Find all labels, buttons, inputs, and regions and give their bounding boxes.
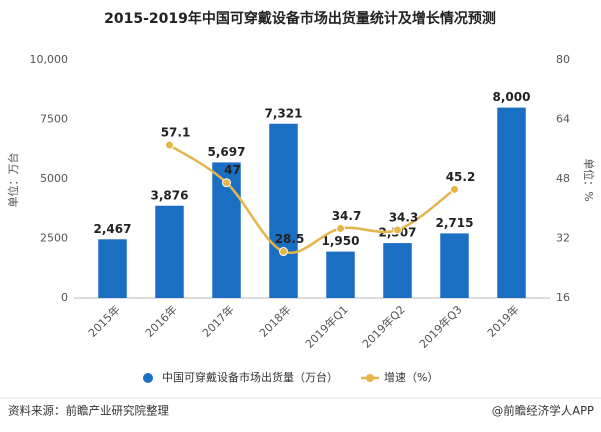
bar-value-label: 7,321 [265, 106, 303, 120]
chart-title: 2015-2019年中国可穿戴设备市场出货量统计及增长情况预测 [104, 10, 496, 27]
legend-label: 中国可穿戴设备市场出货量（万台） [162, 370, 338, 384]
line-value-label: 57.1 [161, 126, 191, 140]
bar [98, 239, 127, 298]
source: 资料来源：前瞻产业研究院整理 [8, 404, 169, 418]
y2ticks-label: 48 [556, 172, 570, 185]
bar [497, 107, 526, 298]
y2ticks-label: 32 [556, 232, 570, 245]
yticks-label: 2500 [40, 232, 68, 245]
bar-value-label: 1,950 [322, 234, 360, 248]
line [168, 144, 456, 255]
bar-value-label: 2,467 [94, 222, 132, 236]
legend-swatch [366, 374, 374, 382]
bar [269, 123, 298, 299]
x-tick-label: 2018年 [256, 302, 293, 339]
y2ticks-label: 64 [556, 113, 570, 126]
line-value-label: 34.7 [332, 209, 362, 223]
y-axis-label: 单位：万台 [6, 153, 20, 208]
line-value-label: 47 [224, 163, 241, 177]
line-point [393, 225, 402, 235]
bar [383, 243, 412, 298]
bar-value-label: 5,697 [208, 145, 246, 159]
credit: @前瞻经济学人APP [492, 404, 594, 418]
y2ticks-label: 16 [556, 291, 570, 304]
line-point [279, 247, 288, 257]
bar-value-label: 8,000 [493, 90, 531, 104]
bar-value-label: 3,876 [151, 188, 189, 202]
x-tick-label: 2019年Q2 [359, 302, 408, 351]
bar [440, 233, 469, 298]
line-value-label: 34.3 [389, 210, 419, 224]
bar-value-label: 2,715 [436, 216, 474, 230]
y2-axis-label: 单位：% [582, 158, 596, 201]
yticks-label: 7500 [40, 113, 68, 126]
x-tick-label: 2016年 [142, 302, 179, 339]
yticks-label: 10,000 [30, 53, 69, 66]
x-tick-label: 2017年 [199, 302, 236, 339]
x-tick-label: 2019年Q1 [302, 302, 351, 351]
line-point [222, 178, 231, 188]
legend-label: 增速（%） [384, 370, 438, 384]
x-tick-label: 2019年 [484, 302, 521, 339]
line-value-label: 45.2 [446, 170, 476, 184]
line-point [336, 223, 345, 233]
bar [155, 205, 184, 298]
line-point [165, 140, 174, 150]
x-tick-label: 2015年 [85, 302, 122, 339]
y2ticks-label: 80 [556, 53, 570, 66]
line-value-label: 28.5 [275, 232, 305, 246]
yticks-label: 0 [61, 291, 68, 304]
bar [326, 251, 355, 298]
yticks-label: 5000 [40, 172, 68, 185]
line-point [450, 184, 459, 194]
x-tick-label: 2019年Q3 [416, 302, 465, 351]
legend-swatch [143, 373, 153, 383]
